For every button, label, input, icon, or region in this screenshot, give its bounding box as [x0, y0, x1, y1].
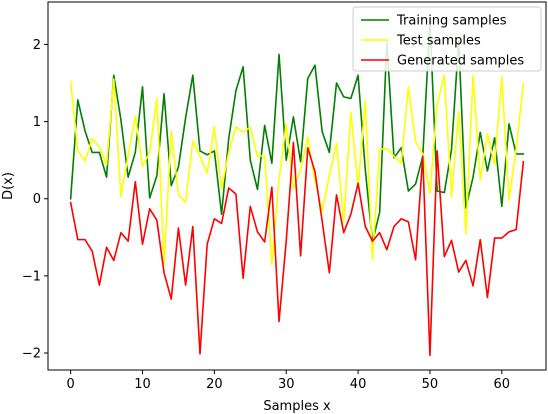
y-tick-label: 2: [33, 38, 41, 53]
y-axis-ticks: −2 −1 0 1 2: [22, 38, 48, 362]
legend-box: [352, 6, 542, 72]
y-tick-label: 0: [33, 192, 41, 207]
x-tick-label: 60: [494, 377, 511, 392]
x-tick-label: 0: [66, 377, 74, 392]
legend-label-1: Training samples: [396, 14, 507, 29]
x-tick-label: 50: [422, 377, 439, 392]
series-line-3: [69, 141, 525, 357]
series-layer: [69, 20, 525, 357]
x-tick-label: 40: [350, 377, 367, 392]
x-axis-ticks: 0 10 20 30 40 50 60: [66, 370, 510, 392]
legend-label-2: Test samples: [396, 34, 481, 49]
y-tick-label: 1: [33, 115, 41, 130]
x-axis-label: Samples x: [263, 399, 331, 414]
series-line-1: [69, 20, 525, 243]
plot-frame: [47, 1, 547, 371]
x-tick-label: 30: [278, 377, 295, 392]
legend: Training samples Test samples Generated sa…: [352, 6, 542, 72]
x-tick-label: 10: [134, 377, 151, 392]
x-tick-label: 20: [206, 377, 223, 392]
y-tick-label: −2: [22, 347, 41, 362]
legend-label-3: Generated samples: [397, 54, 524, 69]
y-axis-label: D(x): [1, 172, 16, 200]
series-line-2: [69, 74, 525, 266]
y-tick-label: −1: [22, 269, 41, 284]
